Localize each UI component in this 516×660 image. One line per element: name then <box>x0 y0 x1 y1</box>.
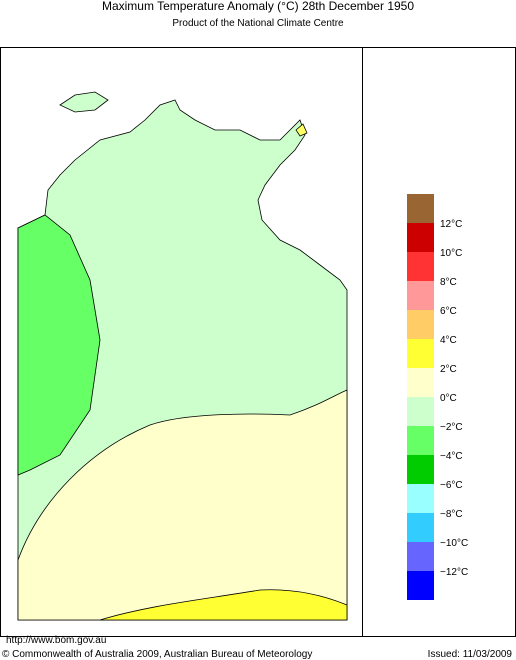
legend-label: 6°C <box>440 306 457 317</box>
legend-swatch <box>407 484 434 513</box>
legend-swatch <box>407 455 434 484</box>
legend-label: 2°C <box>440 364 457 375</box>
legend-label: 8°C <box>440 277 457 288</box>
legend-swatch <box>407 252 434 281</box>
legend-label: −10°C <box>440 538 468 549</box>
legend-swatch <box>407 426 434 455</box>
copyright: © Commonwealth of Australia 2009, Austra… <box>2 649 312 660</box>
legend: 12°C 10°C 8°C 6°C 4°C 2°C 0°C −2°C −4°C −6°C −8°C −… <box>407 194 468 600</box>
legend-swatch <box>407 339 434 368</box>
region-small <box>295 123 308 137</box>
legend-label: 12°C <box>440 219 462 230</box>
title: Maximum Temperature Anomaly (°C) 28th De… <box>102 0 414 13</box>
legend-swatch <box>407 281 434 310</box>
legend-swatch <box>407 368 434 397</box>
subtitle: Product of the National Climate Centre <box>172 18 344 29</box>
legend-label: −12°C <box>440 567 468 578</box>
url: http://www.bom.gov.au <box>6 635 106 646</box>
legend-swatch <box>407 397 434 426</box>
region-minus2 <box>17 214 101 476</box>
legend-label: −6°C <box>440 480 463 491</box>
region-2 <box>99 589 348 621</box>
legend-label: −4°C <box>440 451 463 462</box>
region-0 <box>17 389 348 621</box>
map <box>17 91 348 621</box>
legend-swatch <box>407 571 434 600</box>
legend-label: 10°C <box>440 248 462 259</box>
legend-label: −2°C <box>440 422 463 433</box>
legend-swatch <box>407 513 434 542</box>
legend-label: 0°C <box>440 393 457 404</box>
legend-swatch <box>407 223 434 252</box>
island <box>59 91 109 113</box>
legend-swatch <box>407 542 434 571</box>
legend-swatch <box>407 194 434 223</box>
legend-label: −8°C <box>440 509 463 520</box>
legend-swatch <box>407 310 434 339</box>
issued: Issued: 11/03/2009 <box>428 649 513 660</box>
legend-label: 4°C <box>440 335 457 346</box>
